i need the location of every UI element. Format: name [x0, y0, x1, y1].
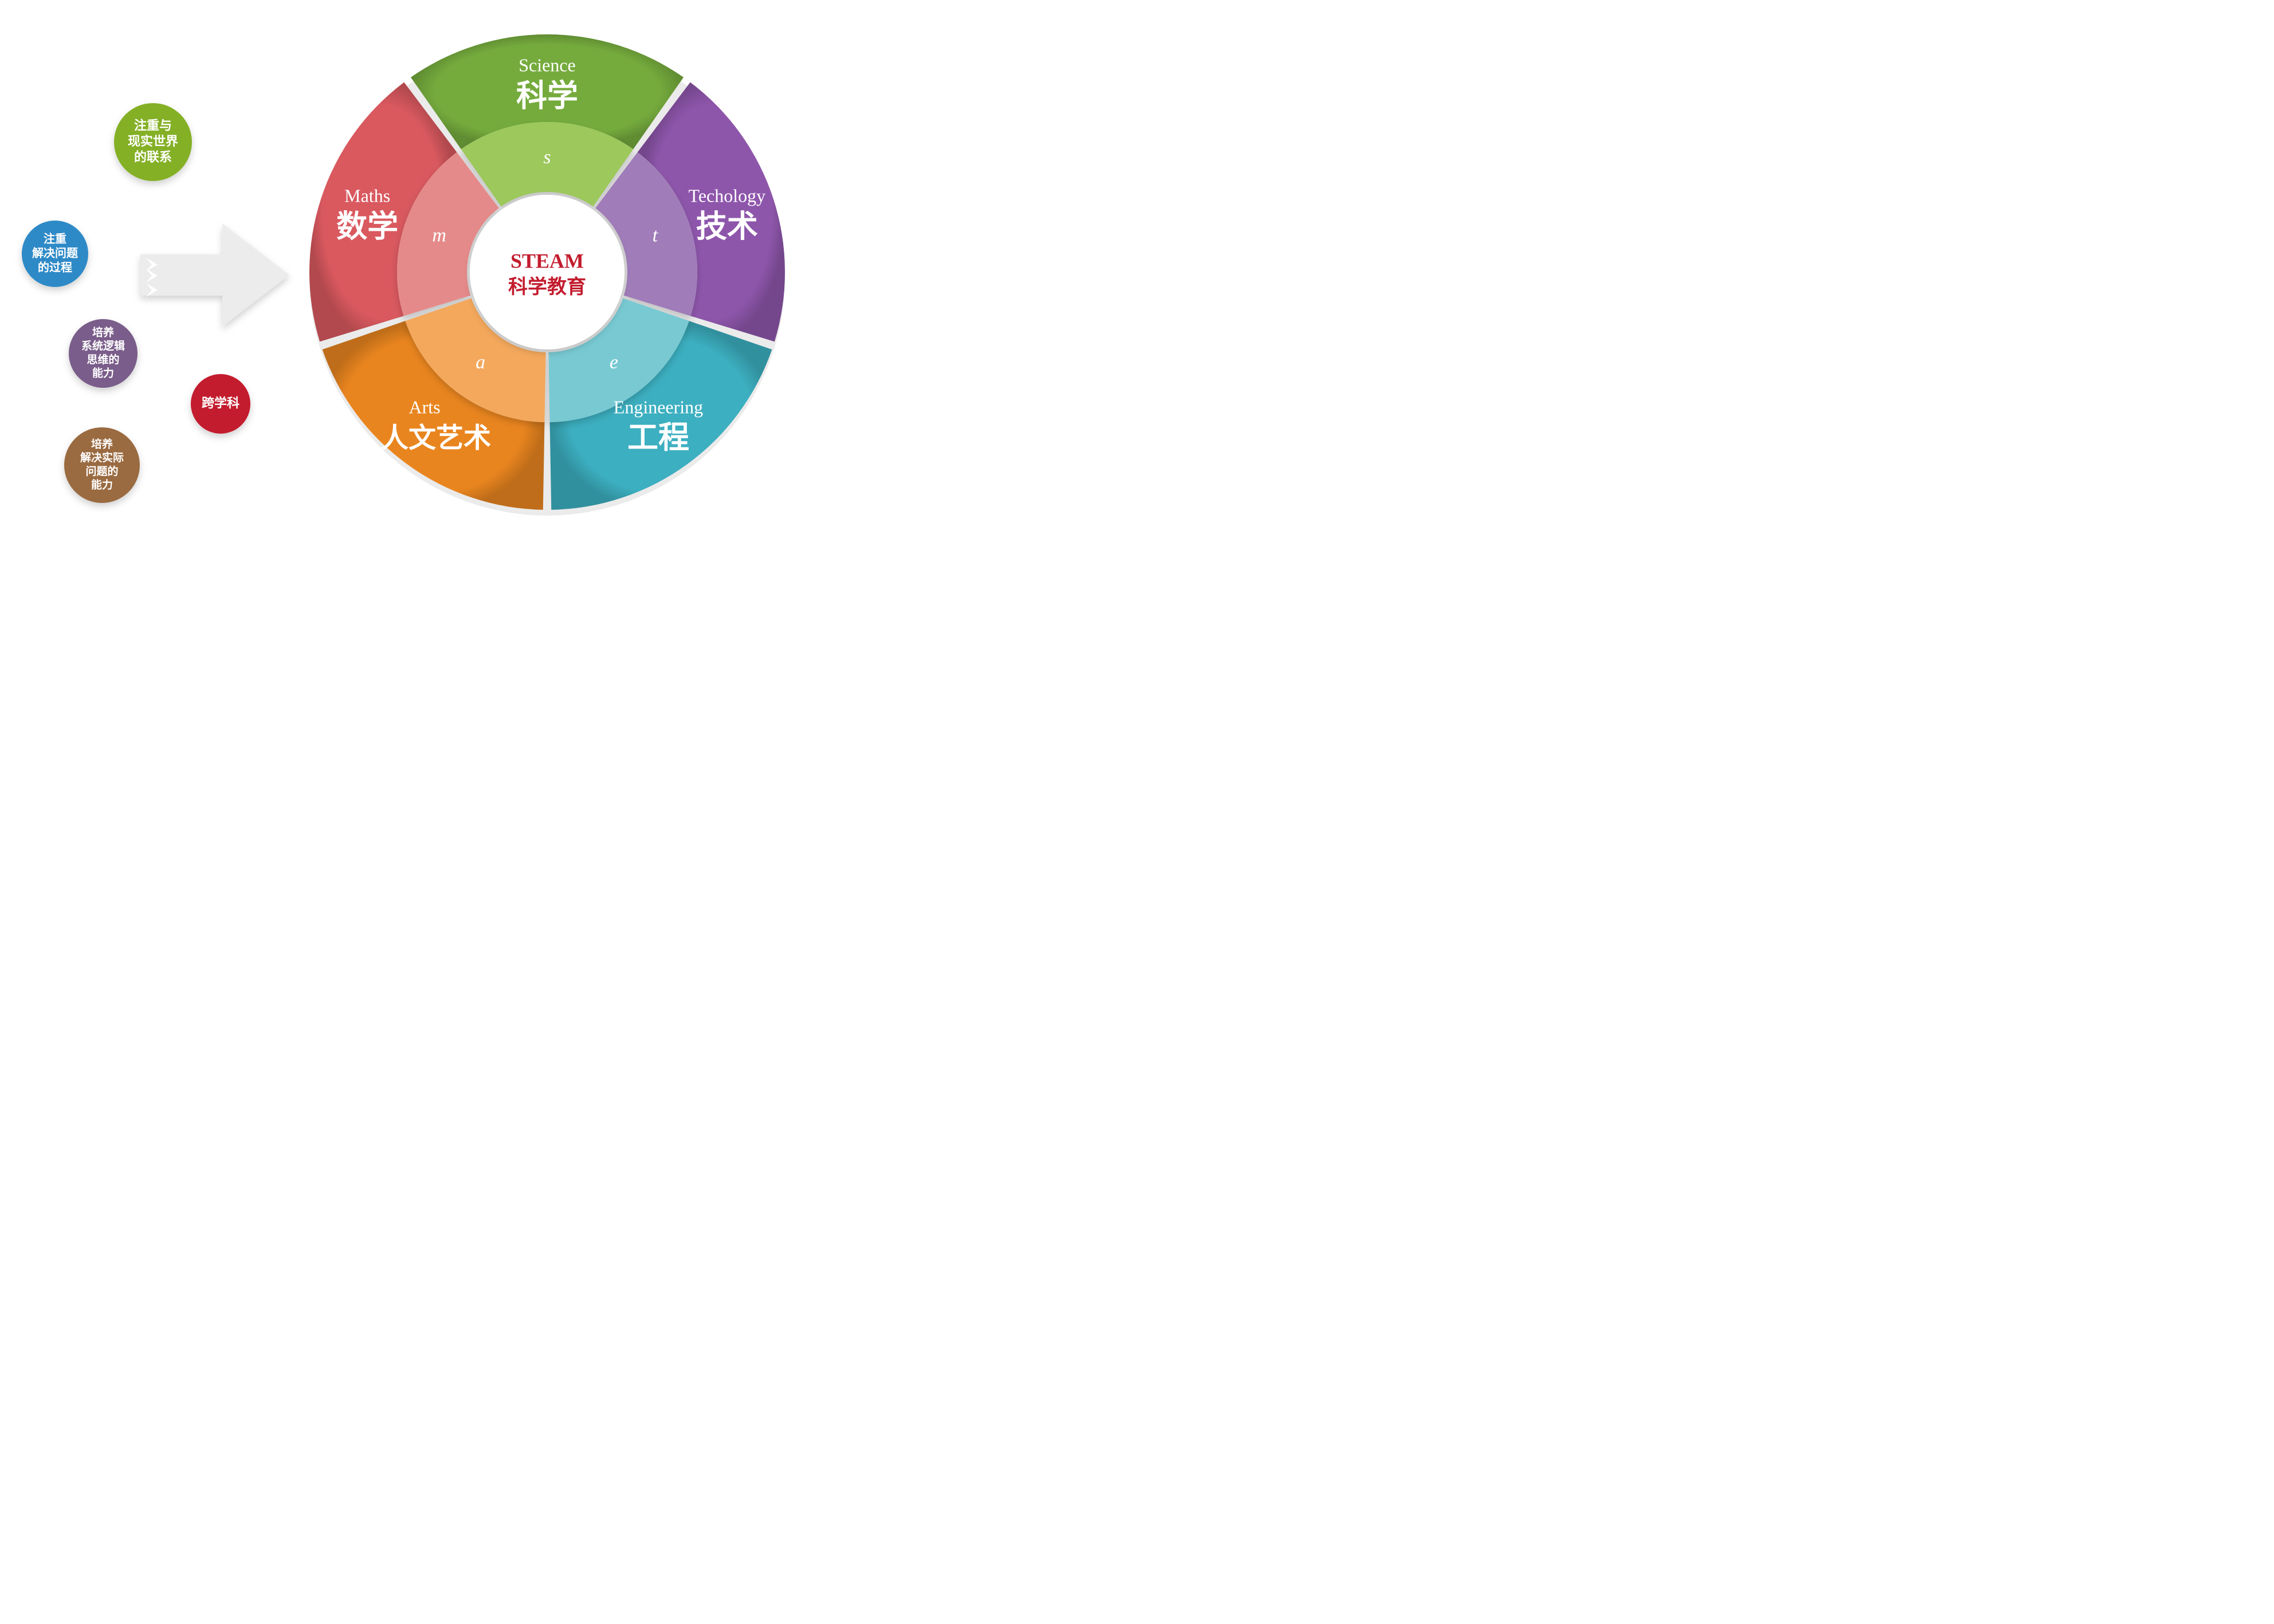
bubble-reality: 注重与现实世界的联系: [114, 103, 192, 181]
bubble-practical-line-0: 培养: [91, 437, 113, 450]
label-en-science: Science: [519, 54, 576, 75]
bubble-cross-line-0: 跨学科: [202, 396, 239, 410]
bubble-practical-line-3: 能力: [91, 478, 113, 491]
arrow-icon: [140, 223, 289, 327]
bubble-reality-line-0: 注重与: [134, 118, 172, 132]
bubble-practical-line-2: 问题的: [85, 465, 118, 478]
bubble-logic-line-3: 能力: [92, 367, 114, 380]
bubble-practical: 培养解决实际问题的能力: [64, 427, 140, 503]
segment-label-science: Science 科学: [516, 54, 578, 113]
bubble-process-line-2: 的过程: [38, 260, 72, 274]
steam-wheel: Science 科学 Techology 技术 Engineering 工程 Arts 人文艺…: [309, 34, 785, 516]
bubble-logic-line-0: 培养: [92, 325, 114, 339]
label-en-technology: Techology: [689, 185, 766, 206]
letter-technology: t: [653, 225, 659, 246]
label-en-arts: Arts: [409, 396, 440, 417]
segment-label-maths: Maths 数学: [336, 185, 398, 243]
bubble-process-line-0: 注重: [44, 231, 66, 245]
label-en-engineering: Engineering: [614, 396, 703, 417]
letter-science: s: [543, 147, 551, 168]
label-cn-arts: 人文艺术: [381, 423, 491, 454]
label-cn-technology: 技术: [696, 209, 758, 243]
segment-label-technology: Techology 技术: [689, 185, 766, 243]
center-line-0: STEAM: [510, 249, 584, 272]
bubble-reality-line-1: 现实世界: [128, 134, 178, 148]
bubble-reality-line-2: 的联系: [134, 150, 172, 164]
label-en-maths: Maths: [344, 185, 390, 206]
label-cn-science: 科学: [516, 78, 578, 113]
label-cn-engineering: 工程: [627, 420, 689, 455]
letter-engineering: e: [610, 352, 618, 373]
label-cn-maths: 数学: [336, 209, 398, 243]
diagram-canvas: 注重与现实世界的联系注重解决问题的过程培养系统逻辑思维的能力跨学科培养解决实际问…: [0, 0, 802, 573]
bubble-process: 注重解决问题的过程: [22, 221, 88, 287]
center-line-1: 科学教育: [508, 276, 586, 298]
letter-arts: a: [476, 352, 485, 373]
bubble-practical-line-1: 解决实际: [80, 451, 124, 464]
bubble-cross: 跨学科: [191, 374, 250, 434]
bubble-logic-line-1: 系统逻辑: [81, 339, 125, 352]
bubble-logic: 培养系统逻辑思维的能力: [69, 319, 138, 388]
letter-maths: m: [432, 225, 446, 246]
center-hub: STEAM 科学教育: [470, 195, 625, 349]
bubble-process-line-1: 解决问题: [32, 246, 78, 259]
bubble-logic-line-2: 思维的: [87, 353, 119, 366]
